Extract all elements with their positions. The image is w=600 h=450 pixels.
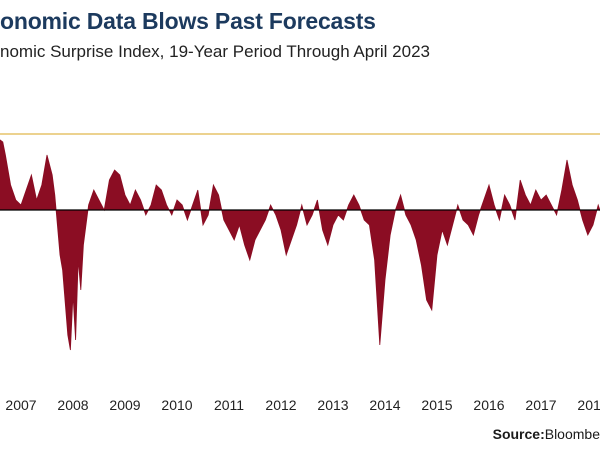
x-tick-label-2013: 2013 xyxy=(317,397,348,413)
x-tick-label-2010: 2010 xyxy=(161,397,192,413)
x-tick-label-2012: 2012 xyxy=(265,397,296,413)
x-tick-label-2015: 2015 xyxy=(421,397,452,413)
x-tick-label-2017: 2017 xyxy=(525,397,556,413)
x-tick-label-2009: 2009 xyxy=(109,397,140,413)
x-tick-label-2011: 2011 xyxy=(214,397,244,413)
surprise-index-area xyxy=(0,139,600,351)
source-label: Source: xyxy=(492,426,545,442)
chart-subtitle: nomic Surprise Index, 19-Year Period Thr… xyxy=(0,42,430,61)
source-attribution: Source:Bloombe xyxy=(493,426,600,442)
x-tick-label-2008: 2008 xyxy=(57,397,88,413)
x-tick-label-2014: 2014 xyxy=(369,397,400,413)
source-value: Bloombe xyxy=(544,426,600,442)
x-tick-label-2007: 2007 xyxy=(5,397,36,413)
chart-title: onomic Data Blows Past Forecasts xyxy=(0,8,376,34)
x-tick-label-2018: 2018 xyxy=(577,397,600,413)
x-tick-label-2016: 2016 xyxy=(473,397,504,413)
